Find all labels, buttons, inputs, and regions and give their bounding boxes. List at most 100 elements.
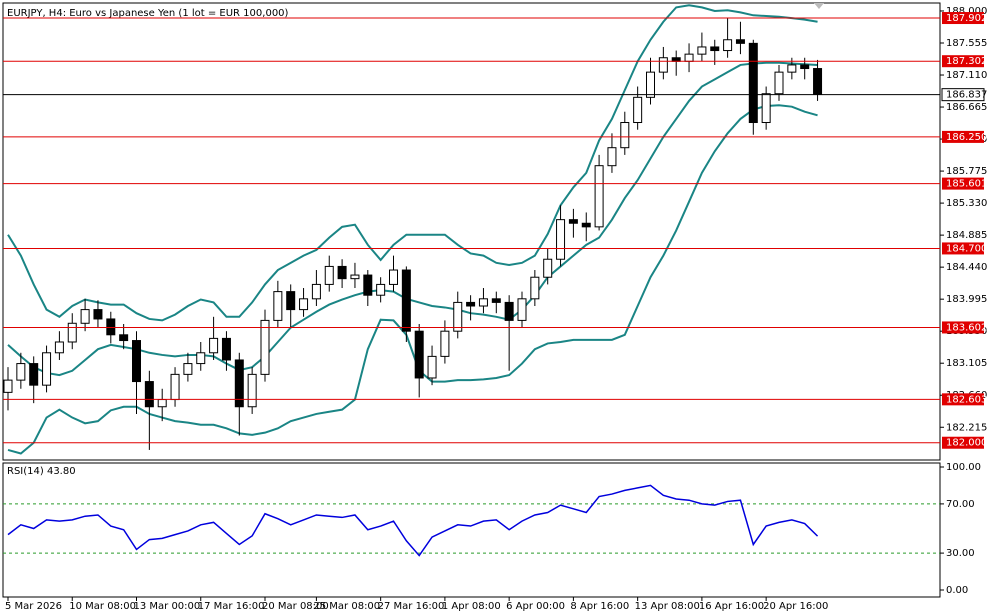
x-tick-label: 10 Mar 08:00 — [69, 601, 136, 612]
candle-body — [723, 39, 733, 52]
candle-body — [80, 309, 90, 324]
candle-body — [684, 53, 694, 62]
candle-body — [311, 283, 321, 300]
candle-body — [581, 222, 591, 228]
candle-body — [478, 298, 488, 307]
candle-body — [3, 379, 13, 393]
x-tick-label: 27 Mar 16:00 — [378, 601, 445, 612]
candle-body — [67, 322, 77, 343]
candle-body — [157, 399, 167, 408]
level-label: 187.902 — [946, 13, 987, 24]
rsi-panel-frame — [2, 462, 941, 598]
y-tick-label: 182.215 — [946, 422, 987, 433]
candle-body — [144, 381, 154, 408]
candle-body — [800, 64, 810, 70]
candle-body — [93, 309, 103, 320]
candle-body — [183, 363, 193, 375]
candle-body — [221, 337, 231, 361]
level-label: 187.302 — [946, 56, 987, 67]
level-label-box — [942, 321, 984, 334]
candle-body — [556, 219, 566, 260]
level-label-box — [942, 393, 984, 406]
candle-body — [337, 265, 347, 280]
candle-body — [414, 330, 424, 379]
y-tick-label: 188.000 — [946, 6, 987, 17]
candle-body — [646, 71, 655, 98]
candle-body — [29, 363, 39, 386]
candle-body — [658, 57, 668, 73]
candle-body — [376, 283, 386, 296]
candle-body — [787, 64, 797, 73]
candle-body — [530, 276, 540, 300]
y-tick-label: 185.775 — [946, 166, 987, 177]
last-price-box — [941, 88, 985, 102]
candle-body — [209, 337, 219, 354]
x-tick-label: 8 Apr 16:00 — [570, 601, 629, 612]
candle-body — [813, 68, 823, 95]
candle-body — [774, 71, 784, 95]
candle-body — [710, 46, 720, 52]
candle-body — [594, 165, 604, 228]
candle-body — [466, 301, 476, 307]
level-label-box — [942, 55, 984, 68]
candle-body — [247, 373, 257, 408]
y-tick-label: 0.00 — [946, 585, 968, 596]
x-tick-label: 5 Mar 2026 — [5, 601, 62, 612]
last-price-label: 186.837 — [946, 90, 987, 101]
candle-body — [324, 265, 334, 285]
y-tick-label: 183.105 — [946, 358, 987, 369]
x-tick-label: 1 Apr 08:00 — [442, 601, 501, 612]
candle-body — [106, 318, 116, 336]
x-tick-label: 20 Apr 16:00 — [763, 601, 828, 612]
rsi-line — [7, 484, 819, 557]
candle-body — [260, 319, 270, 375]
y-tick-label: 186.665 — [946, 102, 987, 113]
level-label: 182.000 — [946, 438, 987, 449]
candle-body — [735, 39, 745, 44]
candle-body — [697, 46, 707, 55]
bollinger-lower — [7, 104, 818, 455]
y-tick-label: 70.00 — [946, 499, 975, 510]
x-tick-label: 6 Apr 00:00 — [506, 601, 565, 612]
level-label: 186.250 — [946, 132, 987, 143]
y-tick-label: 100.00 — [946, 462, 981, 473]
level-label-box — [942, 436, 984, 449]
level-label: 183.602 — [946, 322, 987, 333]
candle-body — [234, 359, 244, 408]
level-label: 182.603 — [946, 394, 987, 405]
candle-body — [350, 274, 360, 280]
price-panel-frame — [2, 2, 941, 461]
candle-body — [389, 269, 398, 285]
bollinger-upper — [7, 4, 818, 322]
candle-body — [543, 258, 553, 278]
level-label: 185.601 — [946, 179, 987, 190]
candle-body — [273, 291, 283, 321]
candle-body — [16, 363, 26, 381]
y-tick-label: 185.330 — [946, 198, 987, 209]
candle-body — [504, 301, 514, 321]
level-label-box — [942, 12, 984, 25]
candle-body — [761, 93, 771, 124]
candle-body — [119, 334, 129, 342]
y-tick-label: 187.555 — [946, 38, 987, 49]
candle-body — [440, 330, 450, 357]
chart-title: EURJPY, H4: Euro vs Japanese Yen (1 lot … — [7, 8, 289, 19]
candle-body — [517, 298, 527, 321]
candle-body — [427, 355, 437, 379]
y-tick-label: 187.110 — [946, 70, 987, 81]
x-tick-label: 16 Apr 16:00 — [699, 601, 764, 612]
bollinger-middle — [7, 61, 818, 377]
candle-body — [299, 298, 309, 311]
x-tick-label: 13 Apr 08:00 — [635, 601, 700, 612]
level-label: 184.700 — [946, 243, 987, 254]
level-label-box — [942, 242, 984, 255]
candle-body — [54, 341, 64, 354]
candle-body — [401, 269, 411, 332]
y-tick-label: 184.885 — [946, 230, 987, 241]
x-tick-label: 25 Mar 08:00 — [313, 601, 380, 612]
y-tick-label: 183.995 — [946, 294, 987, 305]
candle-body — [42, 352, 52, 386]
candle-body — [568, 219, 578, 224]
y-tick-label: 184.440 — [946, 262, 987, 273]
